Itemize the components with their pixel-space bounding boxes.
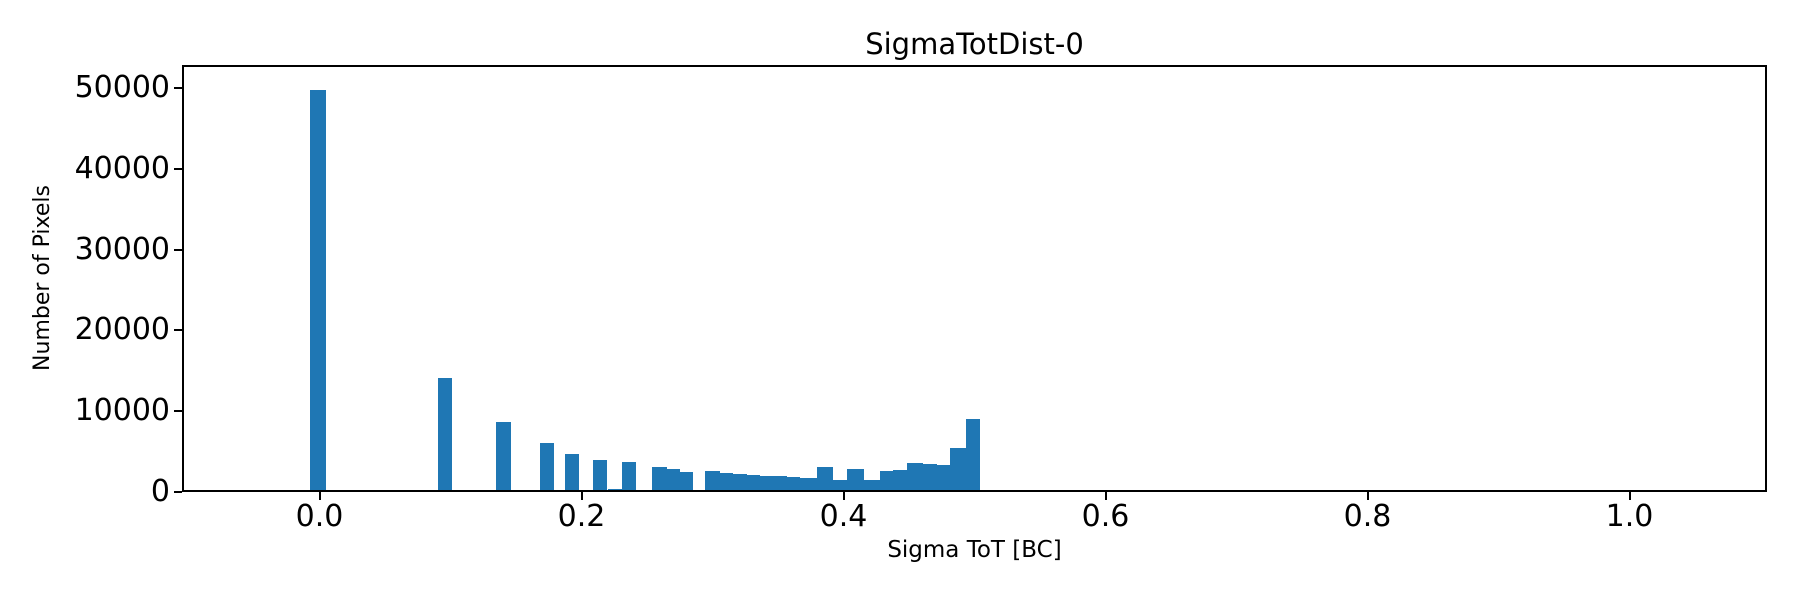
x-tick-label: 0.4 (819, 499, 868, 534)
histogram-bar (705, 471, 720, 492)
x-tick-label: 0.6 (1081, 499, 1130, 534)
x-tick-label: 1.0 (1605, 499, 1654, 534)
histogram-bar (879, 470, 893, 492)
y-tick-label: 0 (150, 474, 170, 509)
x-tick-mark (1366, 492, 1369, 500)
histogram-bar (565, 453, 580, 492)
histogram-bar (309, 89, 326, 492)
histogram-bar (438, 378, 453, 492)
histogram-bar (539, 442, 554, 492)
y-tick-label: 10000 (74, 393, 170, 429)
y-tick-mark (174, 87, 182, 89)
histogram-bar (846, 469, 864, 492)
y-tick-mark (174, 491, 182, 493)
histogram-bar (923, 464, 937, 492)
histogram-bar (719, 473, 734, 492)
histogram-bar (666, 469, 680, 492)
x-tick-mark (1628, 492, 1631, 500)
x-tick-label: 0.0 (295, 499, 344, 534)
histogram-bar (937, 465, 950, 492)
x-tick-mark (1104, 492, 1107, 500)
histogram-bar (893, 469, 907, 492)
histogram-bar (966, 419, 980, 492)
histogram-bar (679, 472, 694, 492)
x-axis-label: Sigma ToT [BC] (887, 537, 1062, 563)
histogram-bar (799, 477, 817, 492)
histogram-bar (759, 475, 774, 492)
histogram-bar (746, 475, 760, 492)
histogram-bar (786, 476, 800, 492)
histogram-bar (950, 448, 966, 492)
histogram-bar (593, 460, 608, 492)
chart-title: SigmaTotDist-0 (865, 27, 1084, 61)
y-tick-label: 20000 (74, 312, 170, 348)
y-tick-label: 40000 (74, 150, 170, 186)
histogram-bar (907, 462, 923, 492)
y-tick-mark (174, 167, 182, 170)
histogram-bar (607, 489, 622, 492)
histogram-bar (816, 466, 833, 492)
histogram-bar (863, 480, 880, 492)
y-tick-label: 30000 (74, 231, 170, 267)
y-tick-mark (174, 329, 182, 332)
histogram-bar (773, 476, 787, 492)
y-tick-label: 50000 (74, 70, 170, 105)
histogram-bar (832, 479, 847, 492)
histogram-bar (651, 467, 667, 492)
x-tick-label: 0.2 (557, 499, 606, 534)
y-tick-mark (174, 248, 182, 251)
plot-area (182, 65, 1767, 492)
histogram-bar (496, 422, 512, 492)
x-tick-mark (842, 492, 845, 500)
histogram-bar (621, 461, 636, 492)
x-tick-mark (580, 492, 583, 500)
x-tick-mark (318, 492, 321, 500)
y-tick-mark (174, 410, 182, 413)
histogram-bar (733, 474, 747, 492)
x-tick-label: 0.8 (1343, 499, 1392, 534)
